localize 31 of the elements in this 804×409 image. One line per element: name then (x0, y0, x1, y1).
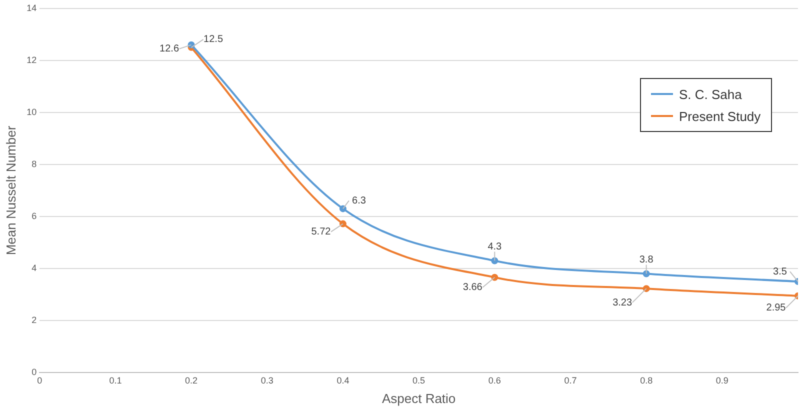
y-tick-label: 8 (32, 158, 37, 169)
data-label: 12.6 (160, 44, 180, 55)
x-tick-label: 0.5 (412, 375, 426, 386)
x-axis-title: Aspect Ratio (382, 390, 456, 406)
data-label: 3.23 (612, 297, 632, 308)
x-tick-label: 0.4 (336, 375, 350, 386)
x-tick-label: 0.6 (488, 375, 501, 386)
data-label: 6.3 (352, 195, 366, 206)
x-tick-label: 0.1 (109, 375, 122, 386)
y-tick-label: 0 (32, 367, 37, 378)
y-tick-label: 6 (32, 211, 37, 221)
y-tick-label: 10 (26, 106, 37, 117)
x-tick-label: 0.3 (260, 375, 274, 386)
legend-label: Present Study (679, 108, 761, 124)
data-label: 3.8 (639, 254, 654, 266)
y-tick-label: 2 (32, 315, 37, 326)
data-label: 2.95 (766, 302, 786, 314)
data-label: 4.3 (488, 241, 502, 252)
data-label: 3.66 (462, 282, 483, 294)
y-tick-label: 12 (26, 54, 37, 65)
y-tick-label: 4 (32, 263, 37, 274)
y-axis-title: Mean Nusselt Number (3, 125, 18, 256)
x-tick-label: 0.7 (564, 375, 577, 386)
data-label: 3.5 (773, 266, 788, 278)
x-tick-label: 0.9 (716, 375, 728, 386)
y-tick-label: 14 (26, 2, 37, 13)
x-tick-label: 0.2 (185, 375, 198, 386)
data-label: 12.5 (204, 34, 224, 46)
x-tick-label: 0.8 (640, 375, 653, 386)
data-label: 5.72 (311, 226, 332, 238)
legend-label: S. C. Saha (679, 86, 742, 102)
